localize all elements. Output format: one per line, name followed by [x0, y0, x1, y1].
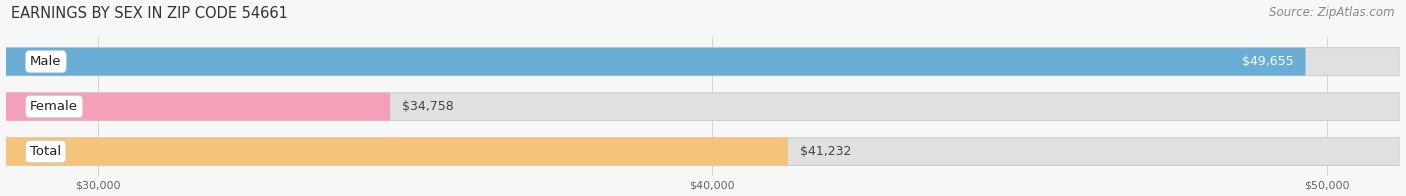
FancyBboxPatch shape — [6, 138, 787, 165]
Text: $49,655: $49,655 — [1241, 55, 1294, 68]
FancyBboxPatch shape — [6, 93, 389, 121]
Text: $34,758: $34,758 — [402, 100, 454, 113]
FancyBboxPatch shape — [6, 48, 1400, 76]
FancyBboxPatch shape — [6, 138, 1400, 165]
FancyBboxPatch shape — [6, 48, 1306, 76]
Text: $41,232: $41,232 — [800, 145, 852, 158]
FancyBboxPatch shape — [6, 93, 1400, 121]
Text: Total: Total — [30, 145, 62, 158]
Text: Male: Male — [30, 55, 62, 68]
Text: Source: ZipAtlas.com: Source: ZipAtlas.com — [1270, 6, 1395, 19]
Text: Female: Female — [30, 100, 79, 113]
Text: EARNINGS BY SEX IN ZIP CODE 54661: EARNINGS BY SEX IN ZIP CODE 54661 — [11, 6, 288, 21]
